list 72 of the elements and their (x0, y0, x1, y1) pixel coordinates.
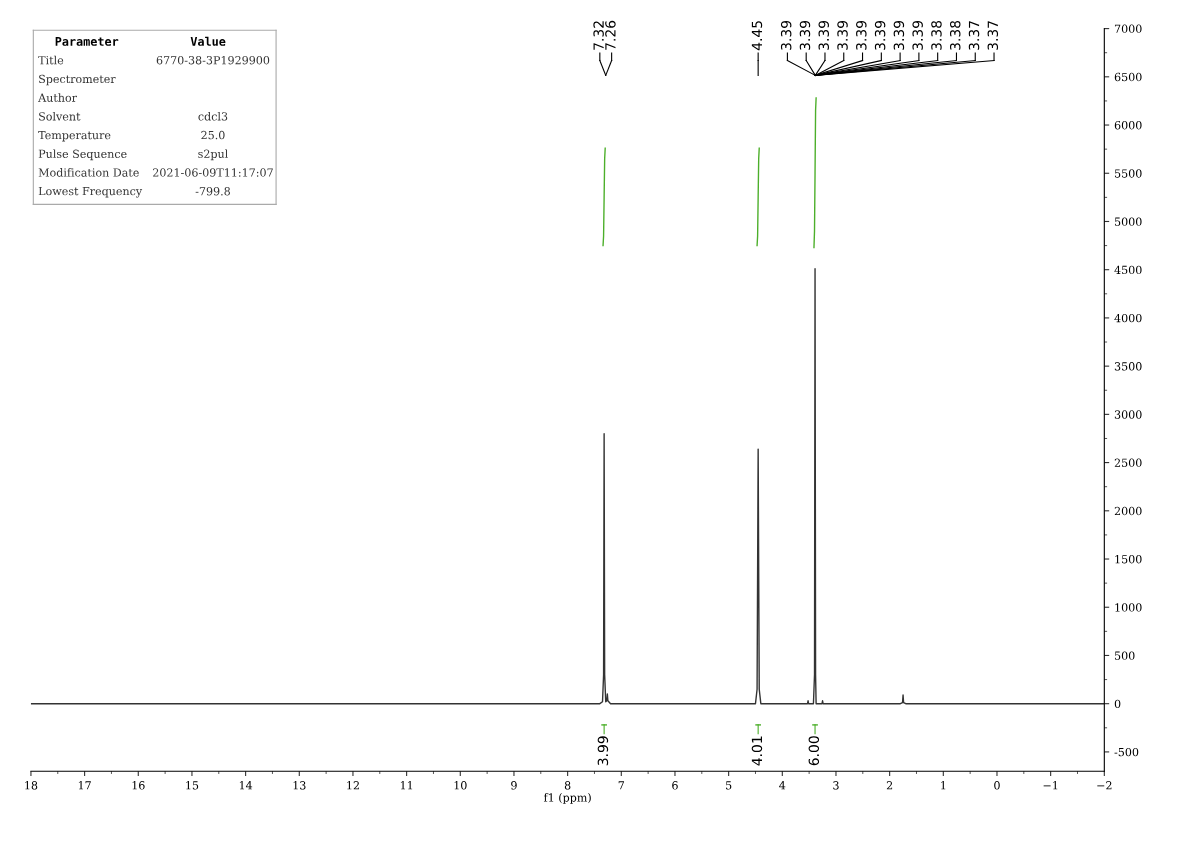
x-tick-label: −2 (1097, 781, 1112, 790)
text: -799.8 (195, 187, 230, 196)
y-tick-label: 2000 (1114, 506, 1142, 516)
y-tick-label: 4500 (1114, 265, 1142, 275)
annotation: 3.39 (837, 20, 848, 50)
x-axis-title: f1 (ppm) (543, 793, 591, 804)
annotation: 3.39 (780, 20, 792, 50)
annotation: 6.00 (808, 736, 820, 766)
x-tick-label: 2 (886, 781, 893, 790)
category-label: Lowest Frequency (38, 187, 143, 198)
y-tick-label: 3500 (1114, 362, 1142, 371)
x-tick-label: 3 (833, 781, 839, 790)
y-tick-label: 3000 (1114, 410, 1142, 419)
annotation: 4.01 (751, 736, 763, 766)
category-label: Modification Date (38, 168, 139, 177)
x-tick-label: 4 (779, 781, 786, 790)
x-tick-label: 15 (186, 781, 199, 790)
text: cdcl3 (198, 111, 228, 121)
text: s2pul (198, 149, 228, 161)
category-label: Temperature (38, 131, 111, 142)
annotation: 7.32 (593, 21, 604, 50)
y-tick-label: 6500 (1114, 72, 1142, 82)
text: 25.0 (201, 130, 225, 140)
x-tick-label: 9 (511, 781, 517, 790)
x-tick-label: 14 (239, 781, 253, 790)
category-label: Solvent (39, 111, 81, 121)
y-tick-label: 5000 (1114, 217, 1142, 226)
x-tick-label: 13 (293, 781, 306, 790)
x-tick-label: 12 (347, 781, 359, 790)
y-tick-label: 5500 (1114, 169, 1142, 178)
annotation: 3.39 (818, 20, 829, 50)
x-tick-label: −1 (1043, 781, 1058, 790)
x-tick-label: 8 (564, 781, 571, 790)
x-tick-label: 5 (726, 781, 732, 790)
x-tick-label: 11 (400, 781, 413, 790)
annotation: Parameter (55, 37, 119, 46)
y-tick-label: 500 (1114, 651, 1135, 660)
category-label: Spectrometer (39, 74, 116, 86)
y-tick-label: 1000 (1115, 603, 1142, 612)
annotation: Value (190, 36, 226, 46)
annotation: 4.45 (751, 21, 763, 51)
annotation: 3.37 (987, 21, 999, 50)
y-tick-label: 0 (1114, 699, 1121, 709)
annotation: 7.26 (605, 20, 616, 50)
y-tick-label: 7000 (1114, 24, 1142, 33)
annotation: 3.39 (874, 20, 886, 50)
y-tick-label: -500 (1114, 747, 1139, 757)
annotation: 3.99 (597, 736, 609, 766)
text: 2021-06-09T11:17:07 (153, 168, 273, 177)
category-label: Title (38, 55, 64, 65)
text: 6770-38-3P1929900 (156, 55, 270, 65)
x-tick-label: 17 (78, 781, 91, 790)
annotation: 3.38 (931, 20, 942, 50)
annotation: 3.39 (912, 20, 923, 50)
x-tick-label: 10 (454, 781, 467, 790)
x-tick-label: 16 (132, 781, 145, 790)
y-tick-label: 1500 (1115, 555, 1142, 564)
category-label: Author (38, 93, 77, 102)
category-label: Pulse Sequence (38, 149, 127, 161)
annotation: 3.38 (949, 20, 961, 50)
annotation: 3.39 (893, 20, 905, 50)
annotation: 3.39 (799, 20, 811, 50)
x-tick-label: 6 (672, 781, 678, 790)
x-tick-label: 18 (25, 781, 38, 790)
annotation: 3.37 (968, 21, 980, 50)
y-tick-label: 4000 (1114, 313, 1142, 323)
y-tick-label: 6000 (1114, 121, 1142, 130)
x-tick-label: 1 (941, 781, 946, 790)
x-tick-label: 0 (994, 781, 1000, 790)
x-tick-label: 7 (618, 781, 625, 790)
y-tick-label: 2500 (1114, 458, 1142, 467)
annotation: 3.39 (856, 20, 867, 50)
